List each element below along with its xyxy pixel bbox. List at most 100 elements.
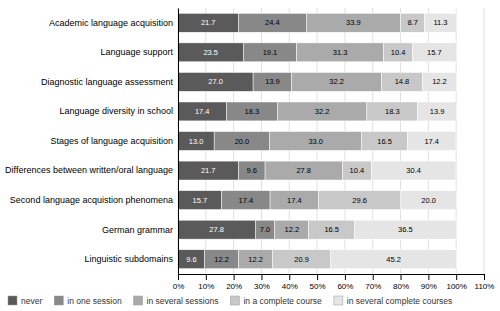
data-label: 33.0 (308, 137, 323, 146)
data-label: 16.5 (324, 225, 339, 234)
bar (273, 250, 331, 269)
bar (418, 102, 457, 121)
bar (371, 161, 456, 180)
tick-mark (234, 274, 235, 280)
legend-item: never (8, 296, 42, 306)
bar (178, 102, 226, 121)
data-label: 30.4 (406, 166, 421, 175)
data-label: 31.3 (333, 48, 348, 57)
bar (255, 220, 274, 239)
data-label: 15.7 (193, 196, 208, 205)
x-tick: 80% (393, 274, 409, 291)
bar (265, 161, 342, 180)
data-label: 18.3 (245, 107, 260, 116)
bar (178, 250, 205, 269)
x-tick: 30% (254, 274, 270, 291)
x-tick: 70% (365, 274, 381, 291)
data-label: 11.3 (433, 18, 447, 27)
axis-line (178, 9, 179, 275)
tick-label: 90% (421, 282, 437, 291)
data-label: 20.0 (421, 196, 436, 205)
bar (306, 13, 400, 32)
bar (408, 132, 456, 151)
data-label: 17.4 (424, 137, 439, 146)
tick-mark (206, 274, 207, 280)
tick-mark (178, 274, 179, 280)
data-label: 10.4 (350, 166, 365, 175)
bar (226, 102, 277, 121)
bar (362, 132, 408, 151)
y-tick: Second language acquistion phenomena (10, 195, 178, 205)
data-label: 10.4 (391, 48, 406, 57)
legend-swatch (134, 296, 143, 305)
bar (214, 132, 270, 151)
data-label: 27.8 (296, 166, 311, 175)
x-tick: 100% (446, 274, 466, 291)
data-label: 9.6 (246, 166, 256, 175)
tick-label: 80% (393, 282, 409, 291)
data-label: 45.2 (386, 255, 401, 264)
chart: never in one session in several sessions in… (0, 0, 500, 311)
tick-label: 60% (337, 282, 353, 291)
bar (401, 13, 425, 32)
x-tick: 50% (310, 274, 326, 291)
data-label: 12.2 (248, 255, 263, 264)
x-tick: 110% (475, 274, 495, 291)
legend-label: in several sessions (147, 296, 219, 306)
grid-line (484, 8, 485, 274)
legend-item: in a complete course (230, 296, 322, 306)
data-label: 8.7 (407, 18, 417, 27)
x-tick: 20% (226, 274, 242, 291)
tick-mark (401, 274, 402, 280)
data-label: 9.6 (186, 255, 196, 264)
data-label: 29.6 (352, 196, 367, 205)
bar (309, 220, 355, 239)
data-label: 17.4 (287, 196, 302, 205)
y-tick: Differences between written/oral languag… (5, 165, 178, 175)
y-tick: Academic language acquisition (49, 18, 178, 28)
bar (238, 13, 306, 32)
tick-mark (484, 274, 485, 280)
tick-mark (428, 274, 429, 280)
x-tick: 0% (173, 274, 185, 291)
tick-label: Language support (100, 47, 173, 57)
data-label: 18.3 (385, 107, 400, 116)
y-tick: Diagnostic language assessment (41, 77, 178, 87)
bar (277, 102, 367, 121)
tick-label: Stages of language acquisition (50, 136, 173, 146)
bar (253, 72, 292, 91)
bar (270, 191, 318, 210)
bar (384, 43, 413, 62)
bar (331, 250, 457, 269)
tick-label: 50% (310, 282, 326, 291)
bar (275, 220, 309, 239)
data-label: 21.7 (201, 18, 216, 27)
tick-label: Diagnostic language assessment (41, 77, 174, 87)
legend-label: in one session (67, 296, 122, 306)
bar (178, 43, 243, 62)
axis-line (179, 275, 485, 281)
data-label: 32.2 (329, 77, 344, 86)
y-tick: Stages of language acquisition (50, 136, 178, 146)
tick-label: German grammar (102, 225, 173, 235)
legend-item: in one session (54, 296, 122, 306)
bar (222, 191, 270, 210)
legend-swatch (230, 296, 239, 305)
x-tick: 60% (337, 274, 353, 291)
tick-mark (317, 274, 318, 280)
bar (205, 250, 239, 269)
tick-label: 0% (173, 282, 185, 291)
bar (381, 72, 422, 91)
data-label: 17.4 (195, 107, 210, 116)
legend: never in one session in several sessions in… (8, 296, 452, 306)
bar (292, 72, 382, 91)
legend-item: in several complete courses (334, 296, 452, 306)
data-label: 20.9 (294, 255, 309, 264)
legend-swatch (334, 296, 343, 305)
data-label: 20.0 (235, 137, 250, 146)
y-tick: Language support (100, 47, 178, 57)
tick-label: Differences between written/oral languag… (5, 165, 173, 175)
bar (413, 43, 457, 62)
data-labels: 21.723.527.017.413.021.715.727.89.624.41… (186, 18, 447, 263)
legend-item: in several sessions (134, 296, 219, 306)
